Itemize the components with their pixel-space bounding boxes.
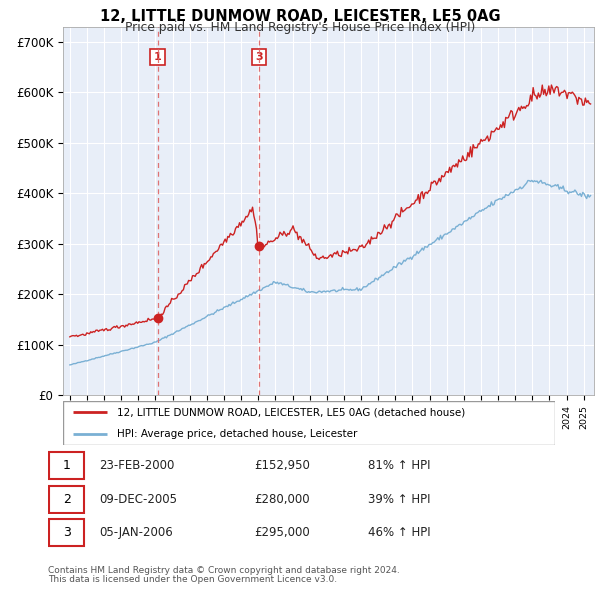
Text: 12, LITTLE DUNMOW ROAD, LEICESTER, LE5 0AG: 12, LITTLE DUNMOW ROAD, LEICESTER, LE5 0…: [100, 9, 500, 24]
Text: 12, LITTLE DUNMOW ROAD, LEICESTER, LE5 0AG (detached house): 12, LITTLE DUNMOW ROAD, LEICESTER, LE5 0…: [117, 407, 466, 417]
FancyBboxPatch shape: [49, 452, 84, 479]
Text: 09-DEC-2005: 09-DEC-2005: [100, 493, 178, 506]
Text: HPI: Average price, detached house, Leicester: HPI: Average price, detached house, Leic…: [117, 430, 358, 440]
Text: 3: 3: [62, 526, 71, 539]
Text: 23-FEB-2000: 23-FEB-2000: [100, 459, 175, 472]
Text: 1: 1: [62, 459, 71, 472]
Text: 46% ↑ HPI: 46% ↑ HPI: [368, 526, 431, 539]
Text: Price paid vs. HM Land Registry's House Price Index (HPI): Price paid vs. HM Land Registry's House …: [125, 21, 475, 34]
Text: £295,000: £295,000: [254, 526, 310, 539]
FancyBboxPatch shape: [49, 486, 84, 513]
Text: 2: 2: [62, 493, 71, 506]
FancyBboxPatch shape: [49, 519, 84, 546]
Text: This data is licensed under the Open Government Licence v3.0.: This data is licensed under the Open Gov…: [48, 575, 337, 584]
Text: 3: 3: [255, 52, 263, 62]
Text: £152,950: £152,950: [254, 459, 310, 472]
Text: 05-JAN-2006: 05-JAN-2006: [100, 526, 173, 539]
Text: 39% ↑ HPI: 39% ↑ HPI: [368, 493, 430, 506]
Text: £280,000: £280,000: [254, 493, 310, 506]
FancyBboxPatch shape: [63, 401, 555, 445]
Text: 1: 1: [154, 52, 161, 62]
Text: Contains HM Land Registry data © Crown copyright and database right 2024.: Contains HM Land Registry data © Crown c…: [48, 566, 400, 575]
Text: 81% ↑ HPI: 81% ↑ HPI: [368, 459, 430, 472]
